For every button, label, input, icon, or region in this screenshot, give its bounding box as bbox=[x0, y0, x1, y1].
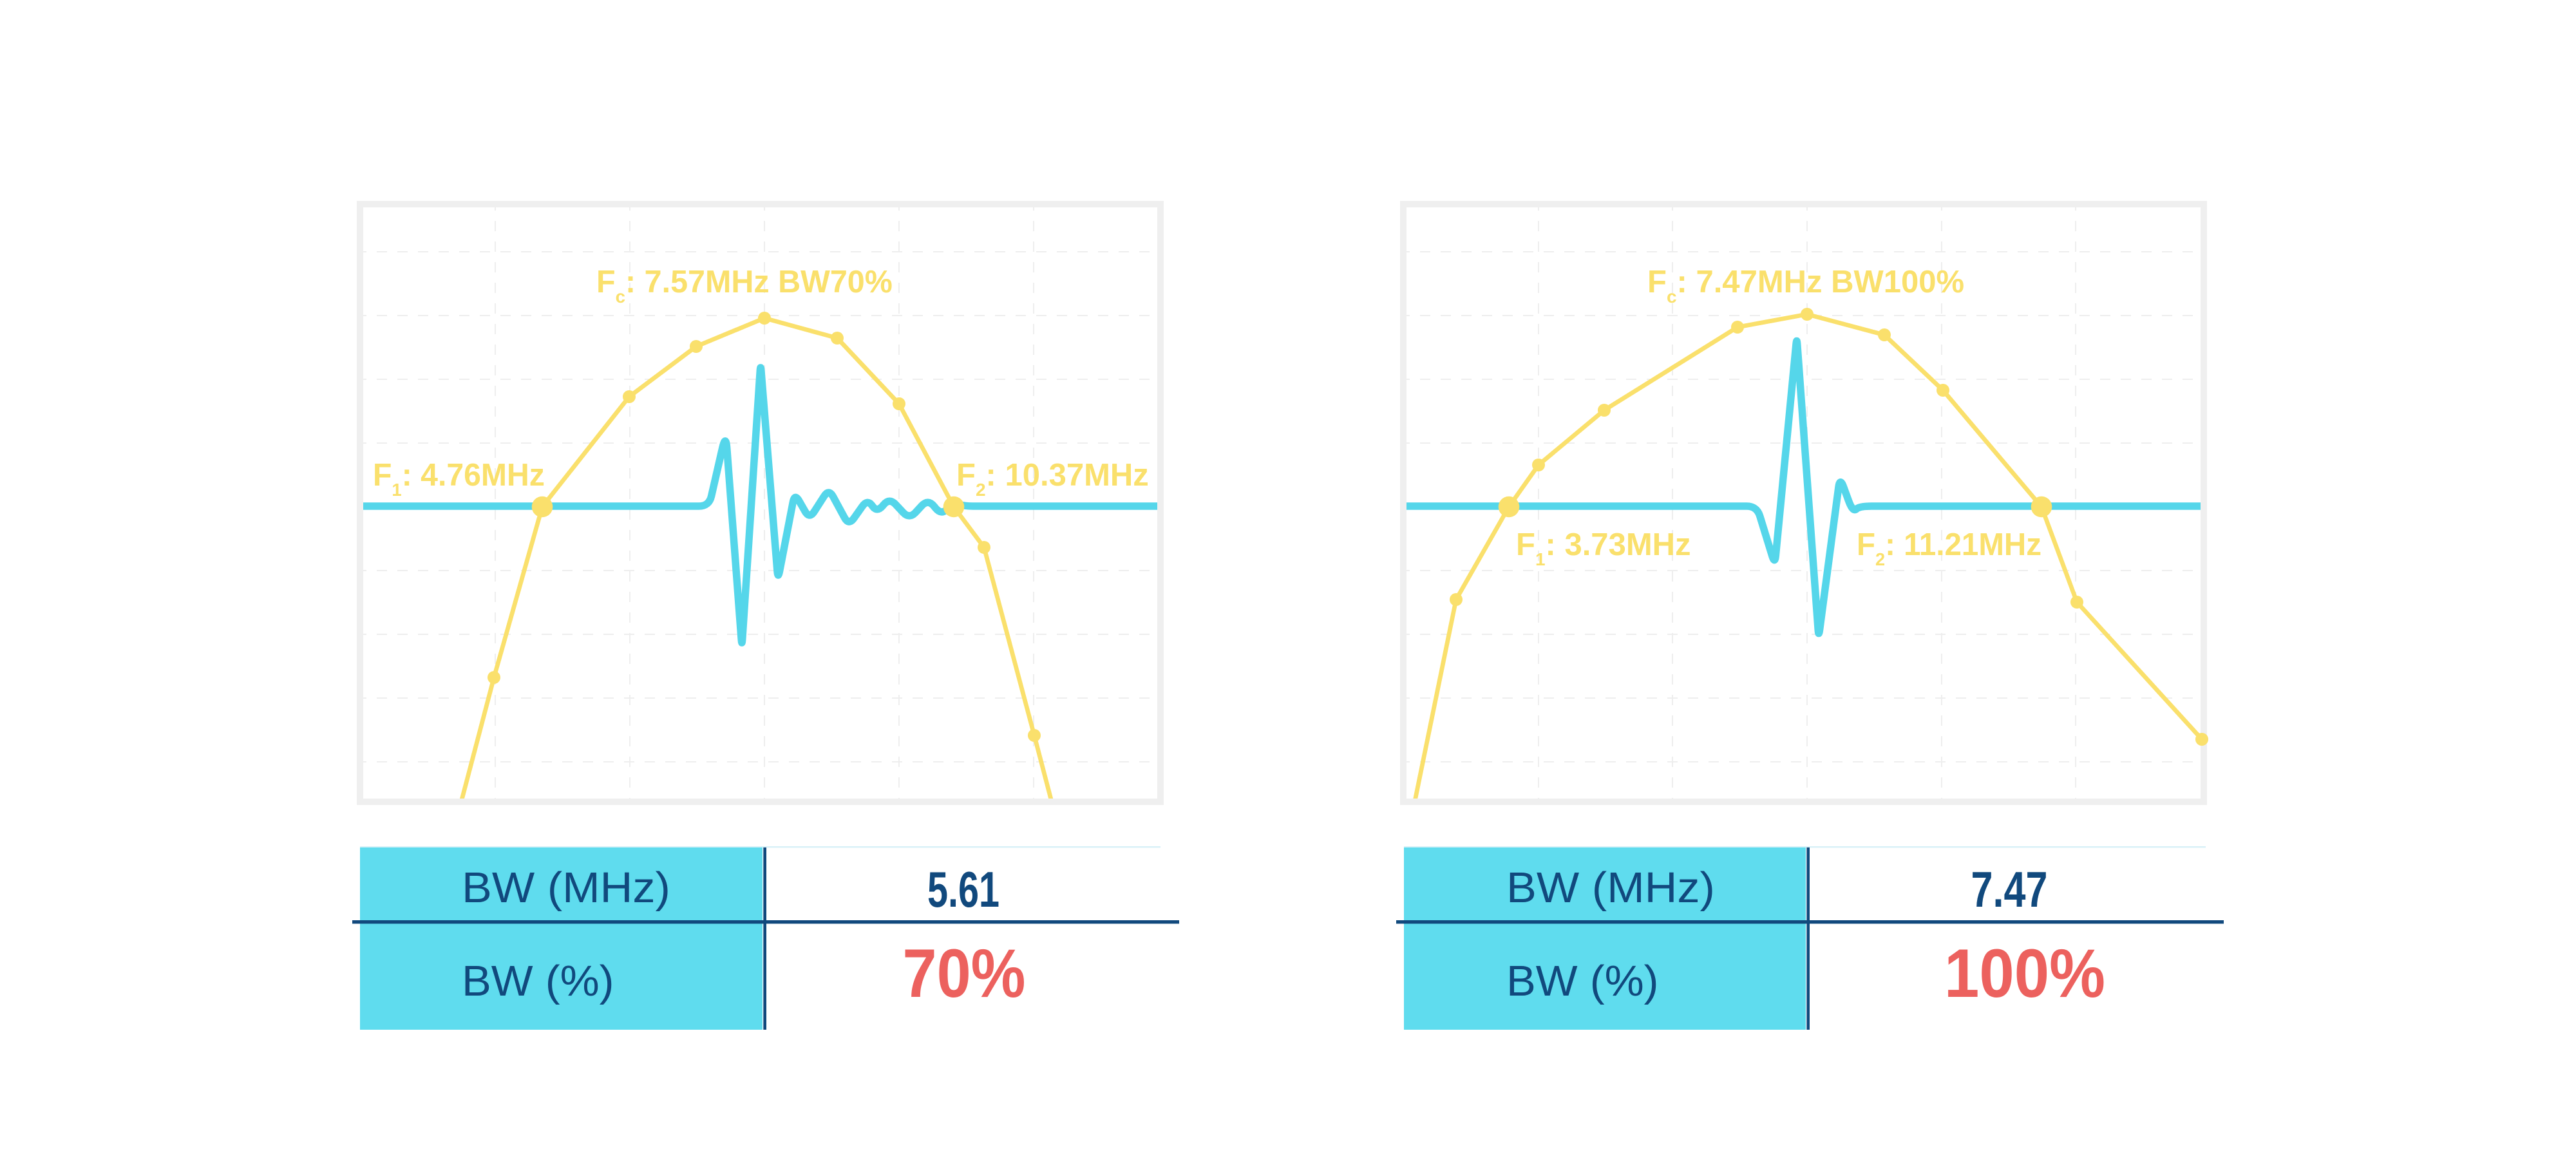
svg-text:BW (%): BW (%) bbox=[462, 958, 614, 1005]
svg-text:100%: 100% bbox=[1944, 934, 2105, 1012]
svg-text:BW (%): BW (%) bbox=[1506, 958, 1659, 1005]
svg-text:BW (MHz): BW (MHz) bbox=[1506, 864, 1715, 912]
svg-text:BW (MHz): BW (MHz) bbox=[462, 864, 670, 912]
svg-text:5.61: 5.61 bbox=[927, 861, 999, 918]
svg-text:F2: 11.21MHz: F2: 11.21MHz bbox=[1857, 527, 2041, 569]
svg-text:70%: 70% bbox=[903, 935, 1026, 1012]
svg-text:7.47: 7.47 bbox=[1971, 862, 2047, 918]
svg-text:F1: 4.76MHz: F1: 4.76MHz bbox=[373, 458, 545, 500]
svg-text:Fc: 7.47MHz BW100%: Fc: 7.47MHz BW100% bbox=[1647, 265, 1964, 307]
